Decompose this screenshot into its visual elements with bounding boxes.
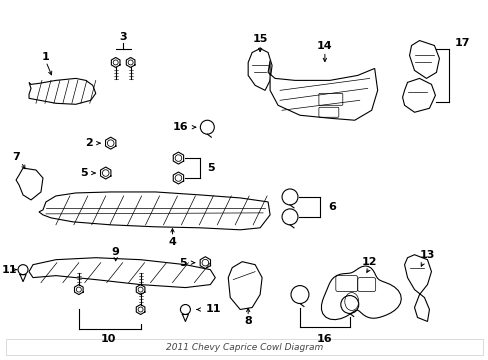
Text: 15: 15 — [252, 33, 267, 44]
Polygon shape — [402, 78, 434, 112]
Text: 16: 16 — [316, 334, 332, 345]
Text: 5: 5 — [179, 258, 187, 268]
Text: 1: 1 — [42, 53, 50, 63]
Text: 3: 3 — [119, 32, 126, 41]
Polygon shape — [248, 49, 271, 90]
Text: 13: 13 — [419, 250, 434, 260]
Text: 11: 11 — [1, 265, 17, 275]
Text: 4: 4 — [168, 237, 176, 247]
Text: 9: 9 — [112, 247, 120, 257]
Polygon shape — [39, 192, 269, 230]
Text: 6: 6 — [327, 202, 335, 212]
Text: 10: 10 — [101, 334, 116, 345]
Text: 11: 11 — [205, 305, 221, 315]
Polygon shape — [182, 315, 188, 321]
Polygon shape — [228, 262, 262, 310]
Polygon shape — [29, 78, 96, 104]
Polygon shape — [404, 255, 430, 321]
Bar — [6, 339, 482, 355]
Text: 2011 Chevy Caprice Cowl Diagram: 2011 Chevy Caprice Cowl Diagram — [165, 343, 322, 352]
Text: 8: 8 — [244, 316, 251, 327]
Polygon shape — [20, 275, 26, 282]
Text: 12: 12 — [361, 257, 377, 267]
Text: 5: 5 — [80, 168, 87, 178]
Polygon shape — [267, 60, 377, 120]
Text: 7: 7 — [12, 152, 20, 162]
Polygon shape — [16, 168, 43, 200]
Polygon shape — [321, 266, 401, 320]
Polygon shape — [409, 41, 439, 78]
Text: 17: 17 — [453, 37, 469, 48]
Text: 14: 14 — [316, 41, 332, 50]
Text: 16: 16 — [172, 122, 188, 132]
Text: 5: 5 — [207, 163, 215, 173]
Text: 2: 2 — [85, 138, 92, 148]
Polygon shape — [29, 258, 215, 288]
